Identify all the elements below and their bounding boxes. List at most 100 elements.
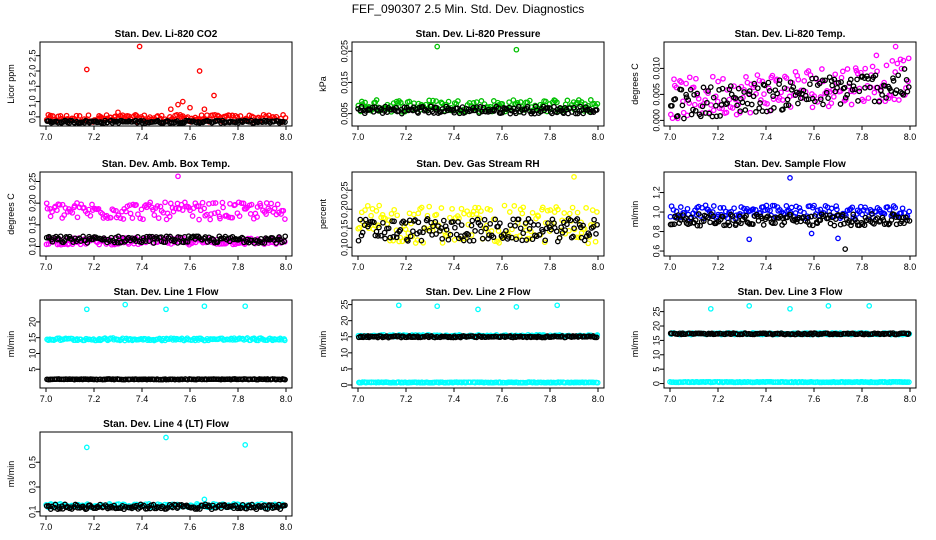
data-point xyxy=(358,334,364,341)
data-point xyxy=(814,207,821,214)
data-point xyxy=(379,211,386,218)
data-point xyxy=(401,104,408,111)
data-point xyxy=(790,84,797,90)
data-point xyxy=(671,221,678,228)
data-point xyxy=(816,80,823,87)
data-point xyxy=(123,118,129,125)
y-tick-label: 25 xyxy=(651,307,661,317)
data-point xyxy=(897,56,904,63)
outlier-point xyxy=(707,305,714,312)
data-point xyxy=(861,222,868,229)
outlier-point xyxy=(175,101,181,108)
y-tick-label: 20 xyxy=(339,316,349,326)
data-point xyxy=(426,203,433,210)
data-point xyxy=(819,77,826,84)
x-tick-label: 7.4 xyxy=(448,262,461,272)
x-tick-label: 7.0 xyxy=(664,132,677,142)
data-point xyxy=(554,109,560,116)
data-point xyxy=(783,75,790,81)
data-point xyxy=(166,213,173,220)
outlier-point xyxy=(175,173,181,180)
data-point xyxy=(570,233,576,240)
data-point xyxy=(111,239,118,246)
data-point xyxy=(787,212,794,218)
y-axis-label: ml/min xyxy=(6,331,16,358)
y-tick-label: 0.025 xyxy=(339,40,349,63)
data-point xyxy=(837,101,844,107)
data-point xyxy=(206,234,212,241)
data-point xyxy=(201,205,208,212)
data-point xyxy=(455,98,461,104)
x-tick-label: 8.0 xyxy=(280,522,293,532)
data-point xyxy=(891,96,898,103)
data-point xyxy=(418,237,425,244)
data-point xyxy=(903,76,910,83)
data-point xyxy=(776,77,783,84)
data-point xyxy=(555,206,561,213)
outlier-point xyxy=(746,303,753,309)
data-point xyxy=(695,211,702,217)
data-point xyxy=(405,238,411,244)
data-point xyxy=(399,238,406,245)
data-point xyxy=(592,238,599,245)
y-tick-label: 0.1 xyxy=(27,506,37,519)
data-point xyxy=(561,210,568,216)
data-point xyxy=(694,222,701,229)
data-point xyxy=(678,86,685,93)
y-tick-label: 20 xyxy=(651,321,661,331)
data-point xyxy=(229,214,236,221)
data-point xyxy=(407,233,414,240)
data-point xyxy=(117,215,124,221)
data-point xyxy=(692,107,699,114)
data-point xyxy=(472,228,478,234)
data-point xyxy=(691,101,698,108)
data-point xyxy=(368,212,374,219)
y-tick-label: 0.005 xyxy=(339,102,349,125)
x-tick-label: 7.6 xyxy=(808,262,821,272)
data-point xyxy=(110,207,117,214)
data-point xyxy=(730,217,736,223)
data-point xyxy=(811,202,817,209)
data-point xyxy=(487,220,494,227)
data-point xyxy=(685,97,692,103)
data-point xyxy=(558,224,565,231)
y-tick-label: 0.3 xyxy=(27,481,37,494)
data-point xyxy=(882,98,889,105)
data-point xyxy=(743,74,749,80)
data-point xyxy=(796,90,802,97)
plot-frame xyxy=(663,41,917,127)
data-point xyxy=(282,376,288,383)
data-point xyxy=(758,97,764,103)
data-point xyxy=(831,222,838,229)
data-point xyxy=(447,231,454,238)
data-point xyxy=(905,84,912,90)
data-point xyxy=(834,84,840,91)
data-point xyxy=(726,222,733,229)
x-tick-label: 7.2 xyxy=(400,262,413,272)
data-point xyxy=(257,202,264,209)
data-point xyxy=(906,379,912,385)
data-point xyxy=(74,214,81,221)
x-tick-label: 7.8 xyxy=(856,394,869,404)
data-point xyxy=(217,215,223,222)
data-point xyxy=(672,96,679,102)
plot-title: Stan. Dev. Amb. Box Temp. xyxy=(102,159,230,170)
data-point xyxy=(94,376,100,383)
data-point xyxy=(140,237,146,244)
y-tick-label: 15 xyxy=(339,332,349,342)
data-point xyxy=(104,239,110,246)
plot-panel: Stan. Dev. Line 3 Flow ml/min 7.0 7.2 7.4 7.6… xyxy=(630,287,917,404)
data-point xyxy=(282,233,289,240)
data-point xyxy=(179,207,186,213)
data-point xyxy=(851,86,858,93)
data-point xyxy=(455,219,461,225)
data-point xyxy=(522,220,529,226)
data-point xyxy=(894,60,901,67)
data-point xyxy=(671,76,677,83)
data-point xyxy=(725,219,731,226)
data-point xyxy=(91,376,97,383)
data-point xyxy=(700,218,707,224)
data-point xyxy=(564,97,571,104)
data-point xyxy=(415,219,422,226)
data-point xyxy=(906,218,913,224)
